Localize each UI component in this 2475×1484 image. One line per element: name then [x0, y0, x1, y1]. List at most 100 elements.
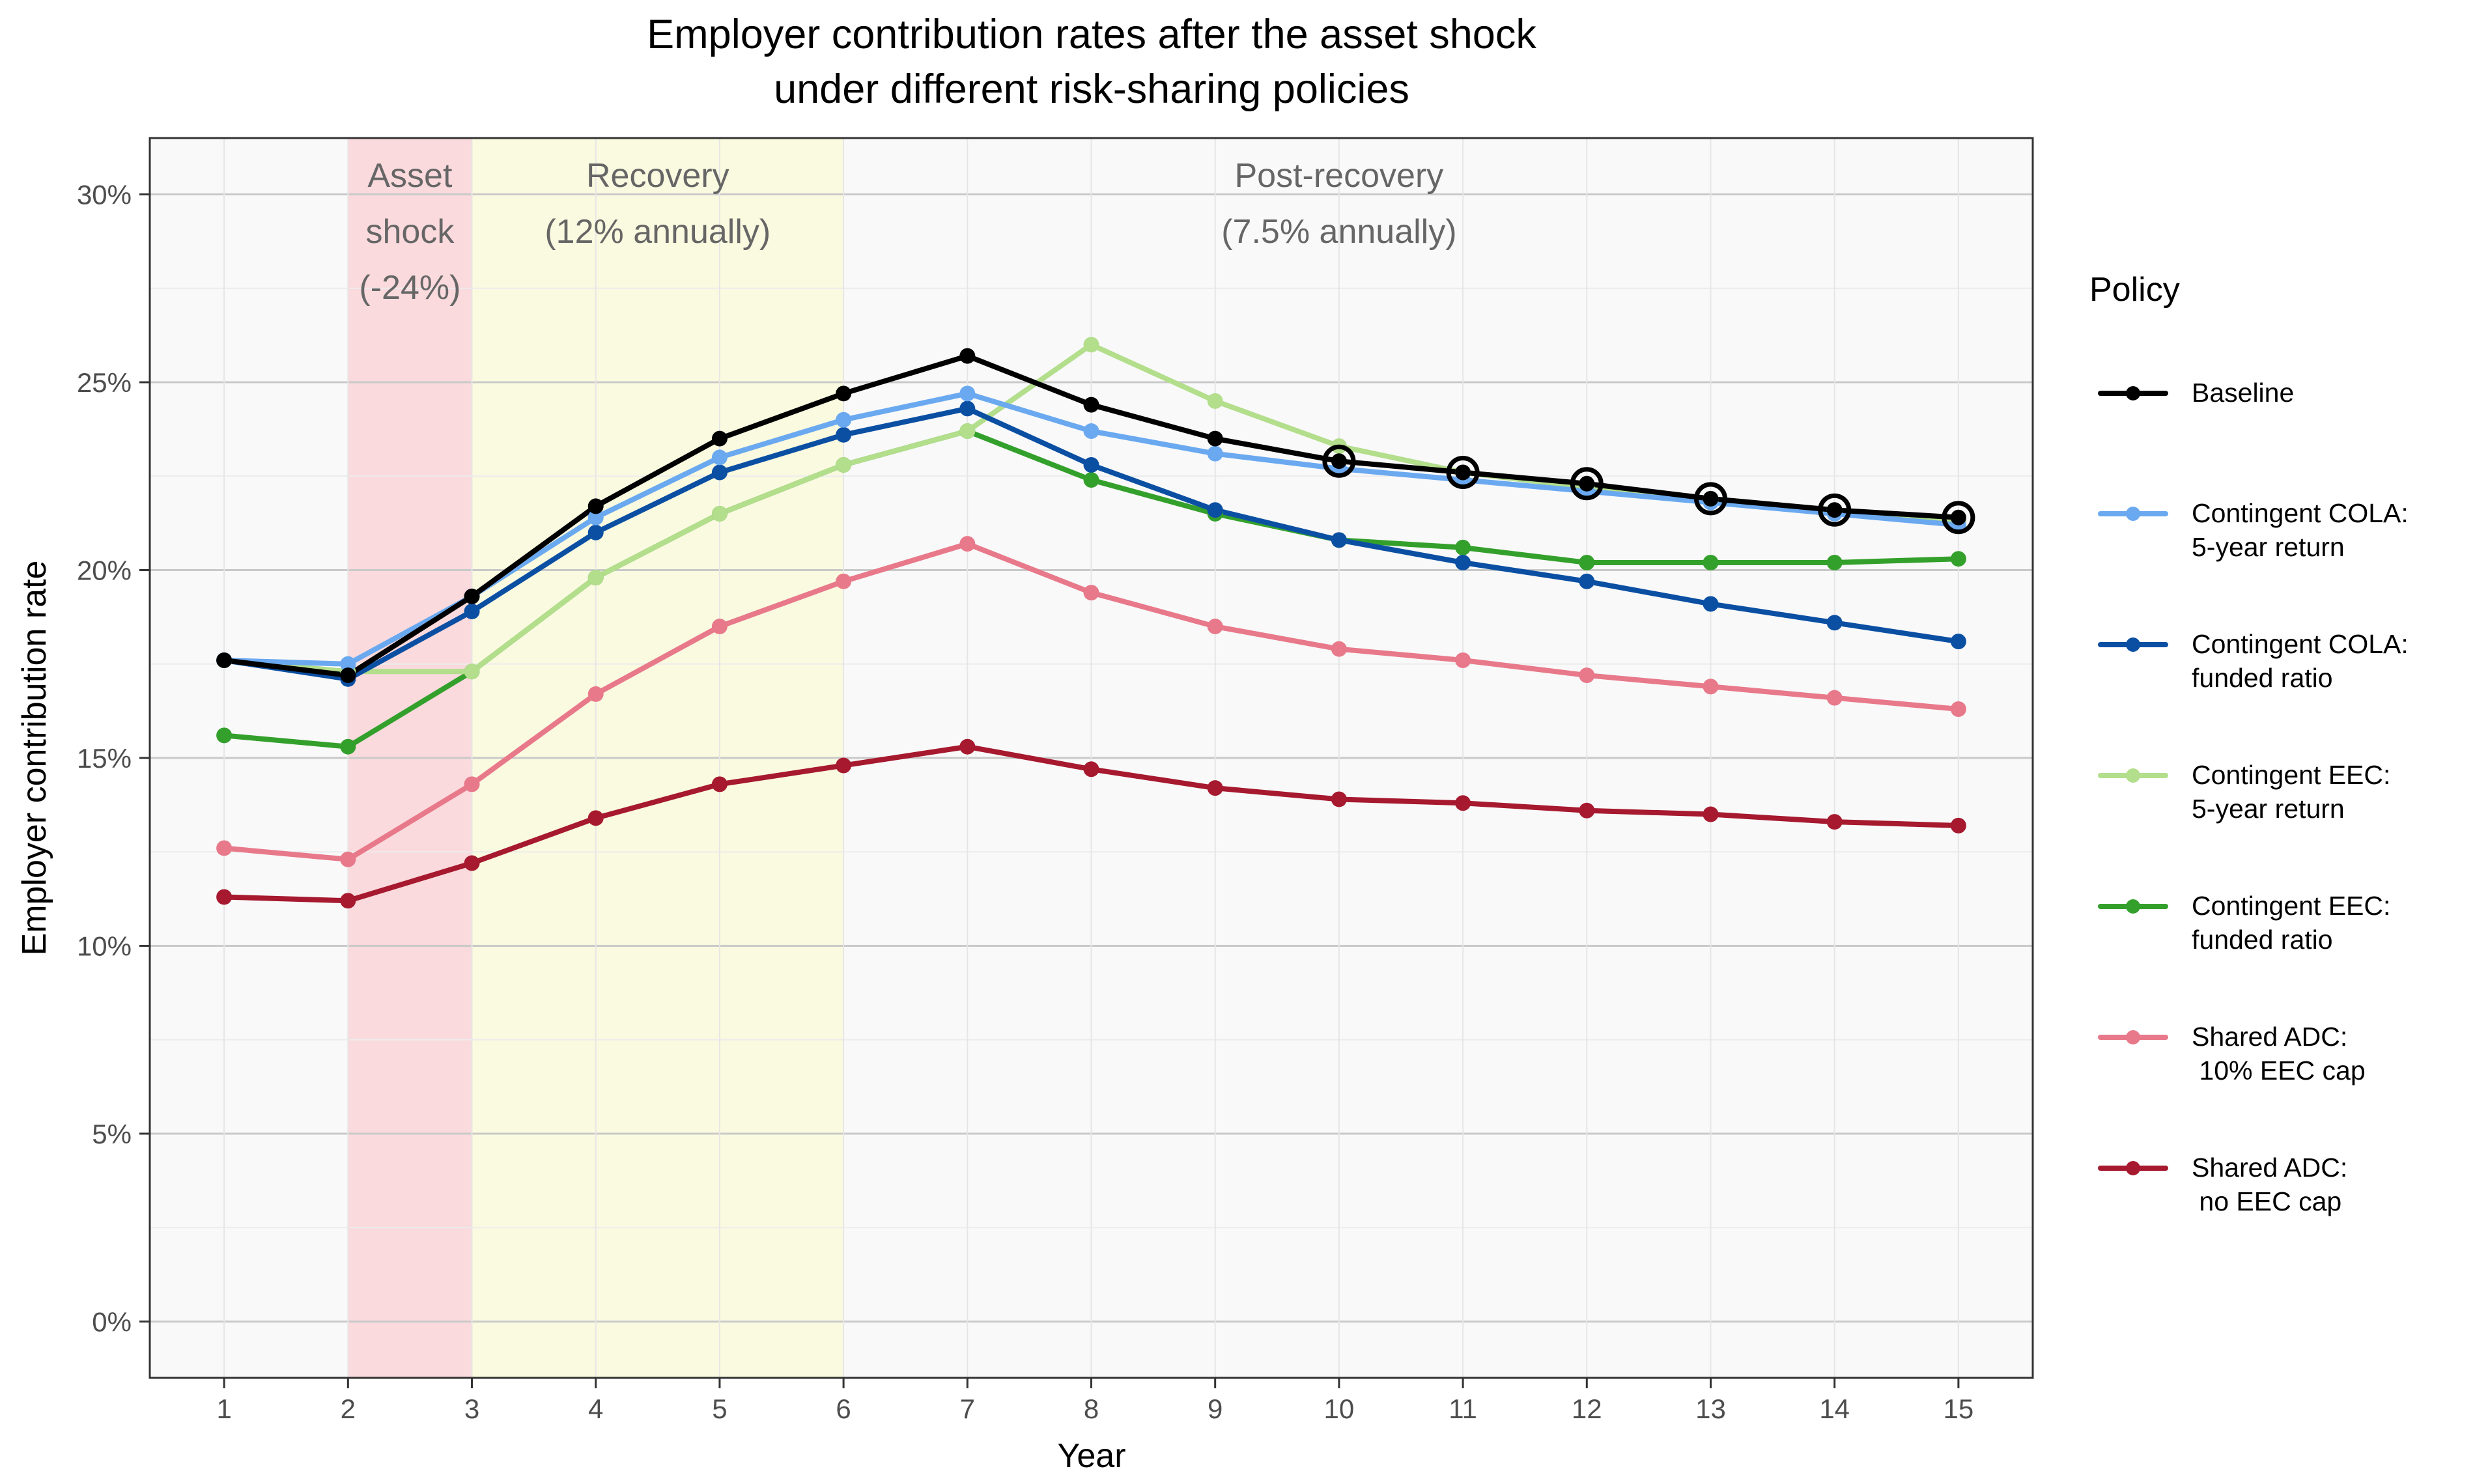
- series-4-point: [216, 727, 233, 744]
- series-5-point: [711, 619, 728, 635]
- series-6-point: [1826, 814, 1843, 830]
- series-0-point: [1331, 453, 1347, 469]
- series-4-point: [1579, 554, 1595, 570]
- series-2-point: [1207, 502, 1223, 518]
- gridlines: [150, 138, 2033, 1378]
- baseline-open-marker: [1446, 456, 1480, 490]
- y-axis: 0% 5% 10% 15% 20% 25% 30%: [77, 180, 150, 1337]
- legend-title: Policy: [2089, 271, 2180, 309]
- x-tick-label: 14: [1819, 1393, 1850, 1424]
- series-6-point: [1207, 780, 1223, 796]
- legend-label-1-line-1: 5-year return: [2192, 532, 2345, 562]
- baseline-open-markers: [1322, 444, 1975, 535]
- region-label-0-line-0: Asset: [367, 157, 453, 195]
- series-0-point: [959, 348, 976, 364]
- series-2-point: [587, 524, 604, 540]
- y-tick-label: 30%: [77, 180, 132, 210]
- series-1-point: [836, 412, 852, 428]
- legend-key-point-2: [2126, 637, 2140, 652]
- series-2-point: [464, 603, 480, 619]
- region-label-2-line-1: (7.5% annually): [1221, 213, 1456, 251]
- legend-label-1-line-0: Contingent COLA:: [2192, 498, 2409, 528]
- series-0-point: [1826, 502, 1843, 518]
- series-5-point: [1331, 641, 1347, 657]
- series-0-point: [340, 667, 356, 684]
- series-points: [216, 337, 1966, 909]
- legend-label-0-line-0: Baseline: [2192, 378, 2294, 408]
- series-5-point: [1703, 679, 1719, 695]
- legend-key-point-3: [2126, 768, 2140, 783]
- series-4-point: [1826, 554, 1843, 570]
- series-0-point: [1950, 509, 1966, 525]
- series-3-point: [1207, 393, 1223, 409]
- series-1-point: [340, 656, 356, 672]
- x-tick-label: 12: [1572, 1393, 1602, 1424]
- series-0-point: [1703, 490, 1719, 507]
- legend-label-3-line-1: 5-year return: [2192, 794, 2345, 824]
- series-2-point: [1579, 573, 1595, 589]
- series-5-point: [1083, 585, 1099, 601]
- series-1-point: [1207, 445, 1223, 462]
- series-1-point: [959, 385, 976, 402]
- series-6-point: [1950, 817, 1966, 833]
- legend-label-3-line-0: Contingent EEC:: [2192, 760, 2390, 790]
- series-0-point: [587, 498, 604, 514]
- chart-title-line-2: under different risk-sharing policies: [774, 66, 1409, 112]
- y-tick-label: 0%: [92, 1306, 132, 1337]
- series-0-point: [216, 652, 233, 668]
- x-tick-label: 6: [836, 1393, 851, 1424]
- series-6-point: [1455, 795, 1471, 811]
- x-tick-label: 2: [341, 1393, 356, 1424]
- x-axis: 1 2 3 4 5 6 7 8 9 10 11 12 13 14 15: [216, 1378, 1973, 1424]
- series-5-point: [1455, 652, 1471, 668]
- series-4-point: [1703, 554, 1719, 570]
- series-6-point: [959, 738, 976, 755]
- series-0-point: [1083, 397, 1099, 413]
- series-5-point: [340, 851, 356, 867]
- series-5-point: [836, 573, 852, 589]
- series-5-point: [464, 776, 480, 792]
- region-label-0-line-2: (-24%): [359, 269, 460, 307]
- series-2-point: [1331, 532, 1347, 548]
- x-tick-label: 3: [464, 1393, 479, 1424]
- x-tick-label: 9: [1208, 1393, 1223, 1424]
- series-4-point: [340, 738, 356, 755]
- baseline-open-marker: [1693, 482, 1727, 516]
- legend-label-2-line-1: funded ratio: [2192, 663, 2333, 693]
- region-label-2-line-0: Post-recovery: [1235, 157, 1444, 195]
- series-4-point: [1455, 539, 1471, 555]
- x-tick-label: 11: [1449, 1393, 1477, 1424]
- legend: Policy Baseline Contingent COLA: 5-year re…: [2089, 271, 2409, 1216]
- series-1-point: [1083, 423, 1099, 440]
- series-2-point: [711, 464, 728, 481]
- series-6-point: [1703, 806, 1719, 822]
- series-6-point: [216, 889, 233, 905]
- series-2-point: [959, 400, 976, 417]
- series-6-point: [340, 893, 356, 909]
- x-tick-label: 13: [1695, 1393, 1726, 1424]
- legend-key-point-1: [2126, 507, 2140, 521]
- series-0-point: [1455, 464, 1471, 481]
- legend-key-point-6: [2126, 1161, 2140, 1175]
- chart-title-line-1: Employer contribution rates after the as…: [647, 12, 1536, 57]
- legend-label-6-line-0: Shared ADC:: [2192, 1153, 2347, 1183]
- series-4-point: [1083, 472, 1099, 488]
- x-tick-label: 4: [588, 1393, 603, 1424]
- series-0-point: [1579, 475, 1595, 492]
- x-tick-label: 8: [1084, 1393, 1099, 1424]
- series-5-point: [216, 840, 233, 856]
- legend-label-4-line-1: funded ratio: [2192, 925, 2333, 955]
- x-tick-label: 5: [712, 1393, 727, 1424]
- baseline-open-marker: [1322, 444, 1356, 478]
- region-label-0-line-1: shock: [365, 213, 455, 251]
- legend-label-5-line-0: Shared ADC:: [2192, 1022, 2347, 1052]
- legend-label-4-line-0: Contingent EEC:: [2192, 891, 2390, 921]
- series-0-point: [836, 385, 852, 402]
- series-6-point: [1579, 802, 1595, 819]
- series-2-point: [1083, 456, 1099, 473]
- x-tick-label: 10: [1324, 1393, 1355, 1424]
- y-tick-label: 10%: [77, 931, 132, 961]
- series-5-point: [587, 686, 604, 702]
- series-2-point: [1826, 615, 1843, 631]
